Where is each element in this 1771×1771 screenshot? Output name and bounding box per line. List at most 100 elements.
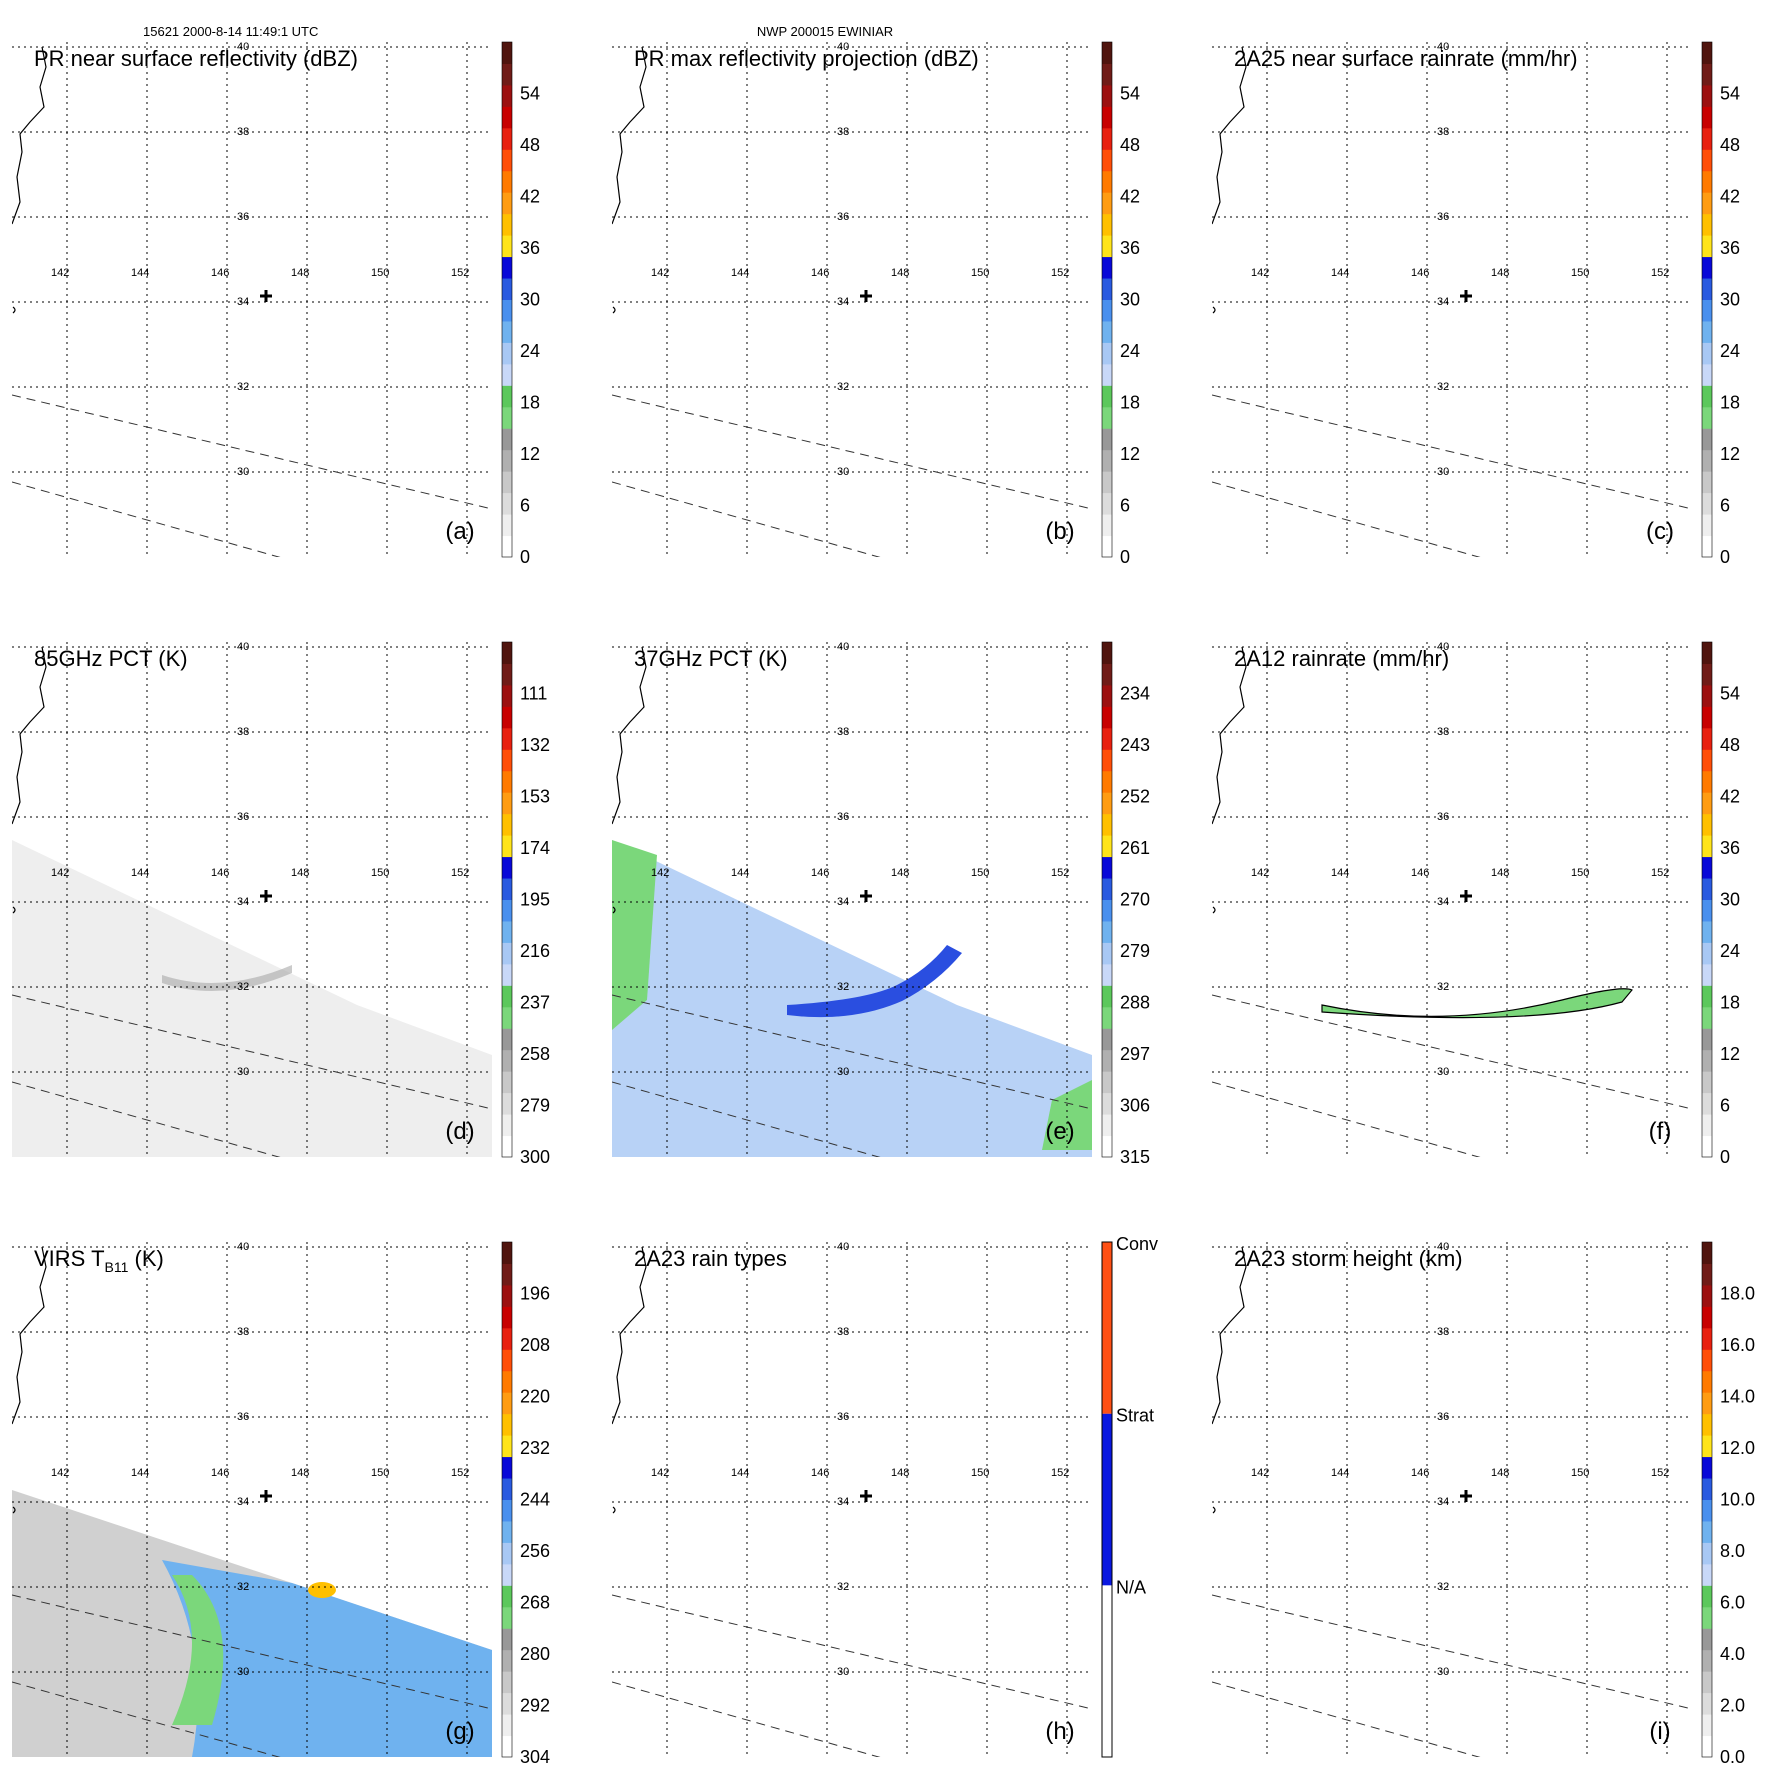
swath-edge <box>612 1681 881 1757</box>
swath-edge <box>12 1594 492 1710</box>
lon-label: 152 <box>451 867 469 879</box>
lat-label: 34 <box>237 896 249 908</box>
colorbar-segment <box>1102 642 1112 664</box>
colorbar-segment <box>1702 1563 1712 1586</box>
colorbar-segment <box>502 942 512 965</box>
colorbar-segment <box>1102 899 1112 922</box>
coastline-fragment <box>612 906 616 914</box>
colorbar-segment <box>1102 385 1112 408</box>
colorbar-segment <box>1702 1071 1712 1094</box>
lat-label: 38 <box>1437 726 1449 738</box>
colorbar-segment <box>1102 1135 1112 1158</box>
colorbar-segment <box>502 449 512 472</box>
lon-label: 148 <box>291 267 309 279</box>
colorbar-segment <box>1702 449 1712 472</box>
colorbar-segment <box>1702 299 1712 322</box>
swath-field <box>12 840 492 1157</box>
colorbar-segment <box>502 1478 512 1500</box>
colorbar-segment <box>1702 278 1712 300</box>
lon-label: 146 <box>211 1467 229 1479</box>
colorbar-segment <box>502 792 512 815</box>
colorbar-tick: 288 <box>1120 993 1150 1013</box>
lat-label: 40 <box>237 641 249 653</box>
colorbar-tick: 237 <box>520 993 550 1013</box>
colorbar-tick: 12 <box>1720 444 1740 464</box>
swath-edge <box>1212 394 1692 510</box>
lon-label: 148 <box>1491 1467 1509 1479</box>
colorbar-tick: 196 <box>520 1284 550 1304</box>
colorbar-tick: 153 <box>520 787 550 807</box>
lon-label: 146 <box>211 267 229 279</box>
colorbar-segment <box>502 727 512 750</box>
colorbar-segment <box>1102 684 1112 707</box>
colorbar-segment <box>1702 684 1712 707</box>
colorbar-tick: 42 <box>520 187 540 207</box>
colorbar-segment <box>502 1456 512 1479</box>
colorbar-segment <box>502 899 512 922</box>
colorbar-segment <box>502 106 512 129</box>
lat-label: 32 <box>237 381 249 393</box>
colorbar-tick: 4.0 <box>1720 1644 1745 1664</box>
lon-label: 150 <box>1571 1467 1589 1479</box>
colorbar-tick: 0 <box>1720 547 1730 567</box>
lat-label: 40 <box>237 1241 249 1253</box>
colorbar-tick: 18 <box>1720 993 1740 1013</box>
lon-label: 152 <box>451 267 469 279</box>
lon-label: 142 <box>51 1467 69 1479</box>
colorbar-segment <box>1102 1585 1112 1757</box>
coastline-fragment <box>612 1506 616 1514</box>
colorbar-tick: 280 <box>520 1644 550 1664</box>
colorbar-segment <box>1102 1071 1112 1094</box>
colorbar-tick: 48 <box>1720 135 1740 155</box>
colorbar-tick: 6 <box>1120 496 1130 516</box>
storm-center-marker <box>860 1490 872 1502</box>
coastline-fragment <box>1212 906 1216 914</box>
colorbar-segment <box>1702 84 1712 107</box>
swath-edge <box>1212 1594 1692 1710</box>
lat-label: 30 <box>837 466 849 478</box>
lat-label: 38 <box>237 726 249 738</box>
colorbar-segment <box>1702 127 1712 150</box>
coastline <box>1212 646 1247 825</box>
lon-label: 150 <box>371 867 389 879</box>
colorbar-frame <box>501 1241 513 1758</box>
colorbar-segment <box>502 213 512 236</box>
lat-label: 38 <box>1437 1326 1449 1338</box>
colorbar-segment <box>1702 1306 1712 1329</box>
colorbar-segment <box>502 1520 512 1543</box>
colorbar-segment <box>1702 1135 1712 1158</box>
lon-label: 142 <box>651 1467 669 1479</box>
colorbar-tick: 16.0 <box>1720 1335 1755 1355</box>
lat-label: 34 <box>837 296 849 308</box>
storm-center-marker <box>860 290 872 302</box>
lat-label: 40 <box>837 41 849 53</box>
colorbar-segment <box>1702 385 1712 408</box>
colorbar-segment <box>1102 727 1112 750</box>
lon-label: 150 <box>971 267 989 279</box>
lat-label: 38 <box>237 1326 249 1338</box>
colorbar-tick: 258 <box>520 1044 550 1064</box>
colorbar-tick: 24 <box>1720 341 1740 361</box>
colorbar-segment <box>1102 856 1112 879</box>
colorbar-segment <box>502 1649 512 1672</box>
cloud-shield <box>162 1560 492 1757</box>
colorbar-tick: 279 <box>1120 941 1150 961</box>
colorbar-tick: 297 <box>1120 1044 1150 1064</box>
colorbar-segment <box>1702 749 1712 772</box>
plot-area: 142 144 146 148 150 152 40 38 36 34 32 30 <box>12 42 492 557</box>
colorbar-segment <box>1702 1092 1712 1115</box>
colorbar-segment <box>1102 835 1112 858</box>
colorbar-segment <box>502 320 512 343</box>
rain-band <box>1321 988 1633 1019</box>
lon-label: 152 <box>1651 1467 1669 1479</box>
warm-patch <box>1042 1080 1092 1150</box>
lon-label: 146 <box>811 267 829 279</box>
lon-label: 148 <box>291 867 309 879</box>
lon-label: 144 <box>131 1467 149 1479</box>
cold-band <box>162 965 292 991</box>
panel-title: 2A23 storm height (km) <box>1234 1246 1463 1271</box>
colorbar-segment <box>502 428 512 451</box>
swath-edge <box>12 1681 281 1757</box>
colorbar-segment <box>502 406 512 429</box>
colorbar-tick: 0.0 <box>1720 1747 1745 1767</box>
